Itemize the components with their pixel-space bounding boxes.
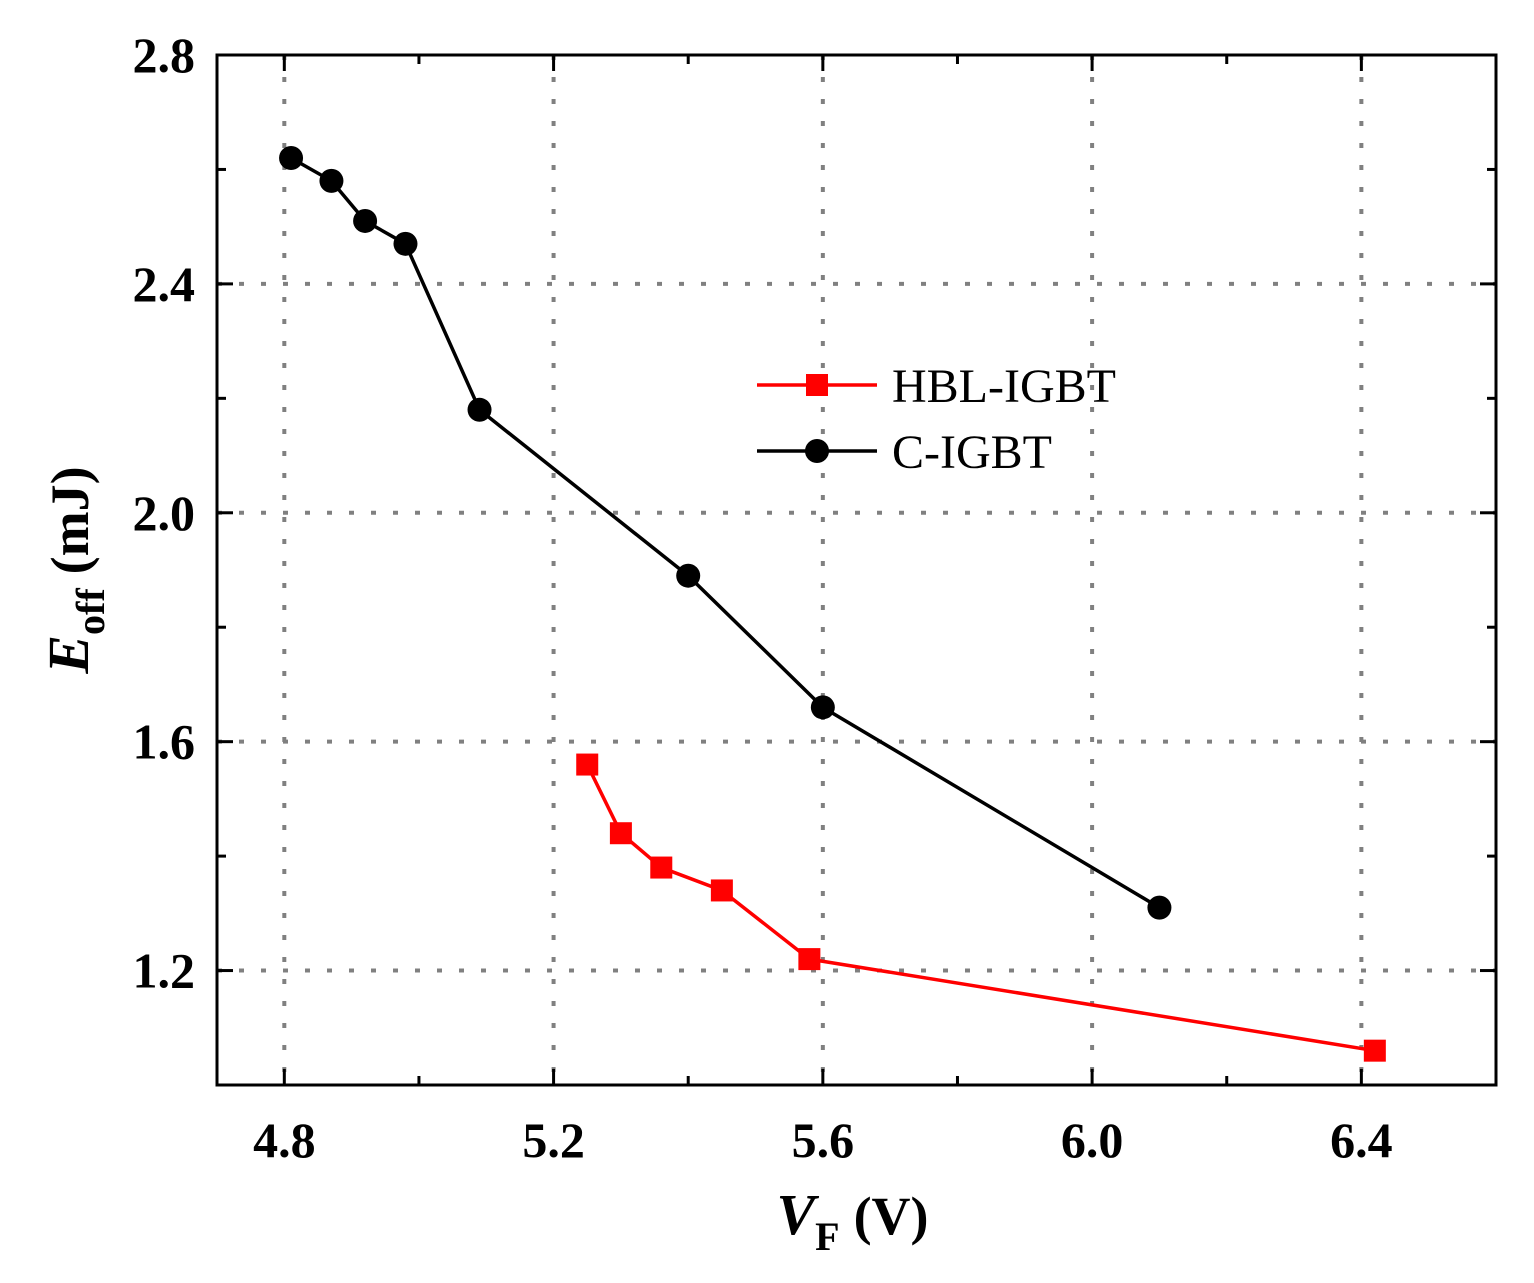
series-hbl-igbt [576,753,1386,1062]
grid-lines [217,55,1496,1085]
series-line [290,156,1161,910]
x-axis-unit: (V) [854,1186,929,1246]
legend-item: HBL-IGBT [757,360,1116,413]
axis-ticks: 4.8 5.2 5.6 6.0 6.4 1.2 1.6 2.0 2.4 2.8 [133,27,1496,1168]
plot-frame [215,53,1498,1087]
x-tick-label: 6.4 [1330,1112,1393,1168]
x-axis-title: VF (V) [776,1182,928,1259]
data-point [609,822,632,845]
data-point [710,879,733,902]
legend: HBL-IGBT C-IGBT [757,360,1116,479]
data-point [1147,895,1172,920]
y-axis-unit: (mJ) [40,466,100,574]
x-axis-subscript: F [815,1214,839,1259]
x-axis-symbol: V [776,1182,819,1247]
legend-item: C-IGBT [757,426,1052,479]
y-tick-label: 1.6 [133,714,196,770]
x-tick-label: 6.0 [1061,1112,1124,1168]
data-point [319,168,344,193]
y-tick-label: 2.8 [133,27,196,83]
data-point [279,146,304,170]
x-tick-label: 5.6 [792,1112,855,1168]
y-tick-label: 2.4 [133,256,196,312]
data-point [393,231,418,256]
legend-label: HBL-IGBT [892,360,1116,413]
data-point [810,695,835,720]
y-tick-label: 2.0 [133,485,196,541]
series-c-igbt [279,146,1172,920]
x-tick-label: 5.2 [522,1112,585,1168]
y-axis-symbol: E [36,635,101,675]
data-point [467,397,492,422]
data-point [576,753,599,776]
series-layer [279,146,1386,1062]
legend-marker [806,374,828,396]
data-point [650,856,673,879]
y-axis-subscript: off [68,588,113,635]
series-line [585,763,1376,1053]
y-tick-label: 1.2 [133,943,196,999]
x-tick-label: 4.8 [253,1112,316,1168]
legend-marker [805,439,829,463]
y-axis-title: Eoff (mJ) [36,466,113,674]
data-point [1363,1039,1386,1062]
data-point [798,948,821,971]
data-point [676,563,701,588]
data-point [353,208,378,233]
legend-label: C-IGBT [892,426,1052,479]
